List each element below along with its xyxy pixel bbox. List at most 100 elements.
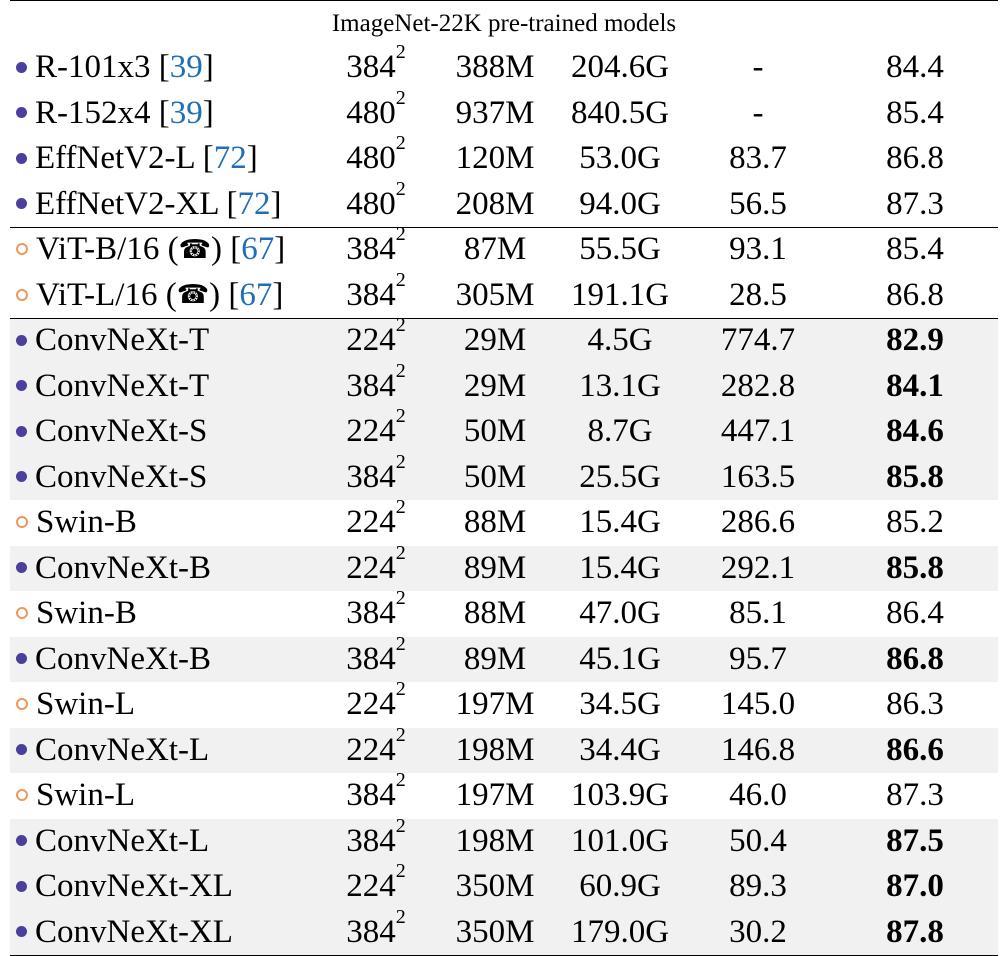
resolution-cell: 3842 [330,270,422,319]
model-name-cell: ConvNeXt-XL [16,864,233,910]
resolution-value: 224 [346,731,396,768]
params-cell: 388M [455,49,535,85]
resolution-value: 224 [346,413,396,449]
citation-link: 67 [241,231,275,267]
resolution-cell: 3842 [330,588,422,637]
flops-cell: 13.1G [579,367,661,404]
filled-circle-icon [16,425,27,437]
resolution-cell: 4802 [330,179,422,228]
table-row: ConvNeXt-B 3842 89M 45.1G 95.7 86.8 [10,634,998,683]
resolution-value: 384 [346,367,396,404]
accuracy-cell: 86.6 [886,731,944,768]
flops-cell: 8.7G [587,413,653,449]
section-rule [10,318,998,319]
flops-cell: 204.6G [570,49,670,85]
filled-circle-icon [16,152,27,164]
paren-close: ) [209,276,221,313]
model-name-cell: ViT-B/16 (☎) [67] [16,227,285,273]
open-circle-icon [16,516,28,529]
resolution-exponent: 2 [395,678,406,700]
resolution-value: 384 [346,777,396,813]
params-cell: 50M [463,458,527,495]
params-cell: 198M [455,731,535,768]
params-cell: 89M [463,549,527,586]
resolution-value: 384 [346,913,396,950]
resolution-exponent: 2 [395,314,406,336]
model-name-cell: ConvNeXt-S [16,455,207,501]
model-name: EffNetV2-L [35,140,195,176]
model-name: ConvNeXt-S [35,458,208,495]
throughput-cell: 83.7 [729,140,787,176]
flops-cell: 101.0G [570,822,670,859]
flops-cell: 34.5G [579,686,661,722]
resolution-exponent: 2 [395,541,406,564]
params-cell: 88M [463,504,527,540]
resolution-cell: 2242 [330,725,422,774]
flops-cell: 25.5G [579,458,661,495]
table-row: ConvNeXt-XL 3842 350M 179.0G 30.2 87.8 [10,907,998,955]
citation-link: 39 [169,94,203,131]
citation-link: 72 [237,185,271,222]
flops-cell: 94.0G [579,185,661,222]
accuracy-cell: 85.4 [886,231,944,267]
accuracy-cell: 85.4 [886,94,944,131]
model-name: ConvNeXt-T [35,367,210,404]
resolution-value: 480 [346,185,396,222]
filled-circle-icon [16,926,27,938]
resolution-cell: 2242 [330,861,422,910]
filled-circle-icon [16,562,27,574]
filled-circle-icon [16,653,27,665]
resolution-value: 384 [346,49,396,85]
filled-circle-icon [16,107,27,119]
model-name: EffNetV2-XL [35,185,219,222]
model-name: Swin-B [36,595,137,631]
resolution-exponent: 2 [395,723,406,746]
params-cell: 29M [463,322,527,358]
citation-link: 67 [239,276,273,313]
resolution-value: 384 [346,822,396,859]
resolution-cell: 4802 [330,133,422,182]
throughput-cell: 85.1 [729,595,787,631]
model-name-cell: Swin-L [16,682,135,728]
accuracy-cell: 84.1 [886,367,944,404]
table-row: ConvNeXt-B 2242 89M 15.4G 292.1 85.8 [10,543,998,591]
accuracy-cell: 87.8 [886,913,944,950]
accuracy-cell: 87.3 [886,777,944,813]
throughput-cell: 50.4 [729,822,787,859]
resolution-cell: 4802 [330,88,422,137]
flops-cell: 55.5G [579,231,661,267]
model-name-cell: Swin-B [16,500,137,546]
filled-circle-icon [16,744,27,756]
resolution-value: 384 [346,276,396,313]
resolution-cell: 3842 [330,634,422,683]
params-cell: 350M [455,913,535,950]
flops-cell: 179.0G [570,913,670,950]
throughput-cell: - [752,49,764,85]
throughput-cell: 447.1 [720,413,796,449]
table-row: Swin-L 2242 197M 34.5G 145.0 86.3 [10,679,998,728]
table-row: ConvNeXt-L 2242 198M 34.4G 146.8 86.6 [10,725,998,774]
flops-cell: 60.9G [579,868,661,904]
table-row: ViT-L/16 (☎) [67] 3842 305M 191.1G 28.5 86.8 [10,270,998,319]
resolution-cell: 3842 [330,770,422,819]
filled-circle-icon [16,471,27,483]
params-cell: 197M [455,777,535,813]
model-name-cell: ConvNeXt-B [16,637,211,683]
model-name-cell: ConvNeXt-S [16,409,207,455]
model-name: ConvNeXt-T [35,322,210,358]
resolution-value: 224 [346,549,396,586]
accuracy-cell: 85.8 [886,458,944,495]
throughput-cell: 56.5 [729,185,787,222]
model-name-cell: R-101x3 [39] [16,45,214,91]
model-name-cell: ConvNeXt-T [16,364,209,410]
table-row: EffNetV2-L [72] 4802 120M 53.0G 83.7 86.8 [10,133,998,182]
params-cell: 305M [455,276,535,313]
resolution-exponent: 2 [395,41,406,63]
flops-cell: 47.0G [579,595,661,631]
table-row: Swin-L 3842 197M 103.9G 46.0 87.3 [10,770,998,819]
resolution-cell: 3842 [330,452,422,501]
model-name: ConvNeXt-B [35,549,211,586]
flops-cell: 15.4G [579,549,661,586]
params-cell: 208M [455,185,535,222]
